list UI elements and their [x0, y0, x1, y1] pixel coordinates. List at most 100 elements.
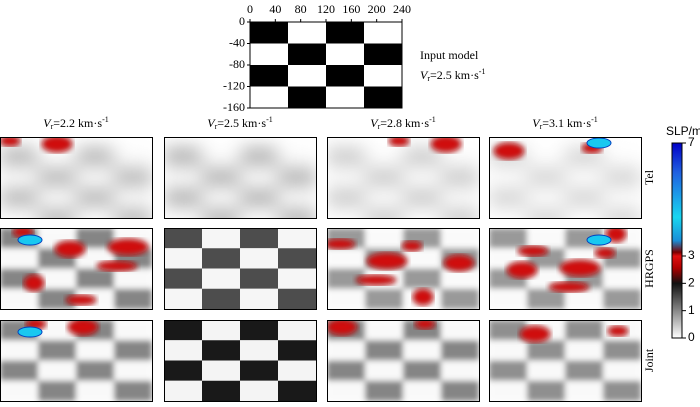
- cell: [403, 207, 441, 218]
- row-label: HRGPS: [642, 249, 656, 288]
- subscript: r: [215, 122, 218, 131]
- cell: [365, 147, 403, 168]
- cell: [164, 340, 202, 361]
- cell: [164, 320, 202, 341]
- cell: [278, 167, 316, 188]
- panel-frame: [489, 320, 642, 402]
- colorbar-tick-label: 7: [688, 135, 695, 149]
- cell: [489, 360, 527, 381]
- cell: [527, 380, 565, 401]
- blue-patch: [17, 234, 43, 246]
- checker: [327, 320, 479, 401]
- checker: [327, 147, 479, 218]
- blue-patch: [586, 234, 612, 246]
- red-patch: [517, 245, 549, 257]
- cell: [114, 268, 152, 289]
- cell: [527, 288, 565, 309]
- cell: [403, 167, 441, 188]
- cell: [441, 167, 479, 188]
- cell: [38, 288, 76, 309]
- cell: [565, 320, 603, 341]
- checker-cell: [326, 22, 364, 44]
- cell: [38, 268, 76, 289]
- cell: [76, 207, 114, 218]
- cell: [240, 147, 278, 168]
- cell: [114, 167, 152, 188]
- red-patch: [23, 274, 45, 292]
- panel-frame: [164, 320, 317, 402]
- cell: [403, 360, 441, 381]
- cell: [76, 268, 114, 289]
- red-patch: [506, 261, 538, 279]
- cell: [441, 288, 479, 309]
- column-title: Vr=2.8 km·s-1: [370, 115, 435, 131]
- colorbar-label: SLP/m: [666, 124, 700, 138]
- cell: [76, 167, 114, 188]
- cell: [603, 380, 641, 401]
- cell: [114, 187, 152, 208]
- panel-image: [327, 137, 479, 218]
- cell: [240, 380, 278, 401]
- cell: [441, 340, 479, 361]
- colorbar: [671, 142, 683, 339]
- cell: [278, 380, 316, 401]
- cell: [202, 288, 240, 309]
- cell: [603, 167, 641, 188]
- red-patch: [54, 240, 86, 258]
- cell: [441, 360, 479, 381]
- cell: [164, 268, 202, 289]
- red-patch: [412, 288, 434, 306]
- cell: [327, 187, 365, 208]
- red-patch: [327, 238, 356, 250]
- checker: [164, 320, 316, 401]
- cell: [327, 340, 365, 361]
- cell: [202, 187, 240, 208]
- cell: [202, 380, 240, 401]
- cell: [202, 248, 240, 269]
- cell: [278, 187, 316, 208]
- cell: [240, 340, 278, 361]
- panel-image: [0, 228, 152, 309]
- cell: [489, 288, 527, 309]
- blue-patch: [17, 326, 43, 338]
- checker: [489, 320, 641, 401]
- cell: [565, 187, 603, 208]
- cell: [603, 340, 641, 361]
- cell: [202, 340, 240, 361]
- cell: [76, 380, 114, 401]
- cell: [527, 207, 565, 218]
- panel-frame: [164, 137, 317, 219]
- text: =2.5 km·s: [430, 68, 479, 82]
- panel-image: [327, 228, 479, 309]
- panel-image: [0, 137, 152, 218]
- panel-image: [489, 137, 641, 218]
- superscript: -1: [102, 115, 109, 124]
- cell: [365, 340, 403, 361]
- cell: [202, 320, 240, 341]
- cell: [441, 187, 479, 208]
- cell: [202, 360, 240, 381]
- cell: [365, 207, 403, 218]
- panel-image: [489, 320, 641, 401]
- red-patch: [559, 259, 601, 277]
- cell: [527, 147, 565, 168]
- colorbar-tick-label: 1: [688, 303, 695, 317]
- cell: [527, 360, 565, 381]
- red-patch: [355, 274, 397, 286]
- y-tick-label: 0: [239, 14, 245, 28]
- cell: [527, 228, 565, 249]
- red-patch: [0, 137, 21, 147]
- panel-frame: [489, 228, 642, 310]
- cell: [0, 187, 38, 208]
- red-patch: [519, 325, 551, 343]
- cell: [565, 207, 603, 218]
- cell: [278, 288, 316, 309]
- red-patch: [414, 320, 436, 330]
- text: =2.5 km·s: [217, 116, 266, 130]
- cell: [441, 228, 479, 249]
- red-patch: [366, 252, 408, 270]
- cell: [565, 288, 603, 309]
- cell: [527, 340, 565, 361]
- cell: [489, 228, 527, 249]
- cell: [603, 207, 641, 218]
